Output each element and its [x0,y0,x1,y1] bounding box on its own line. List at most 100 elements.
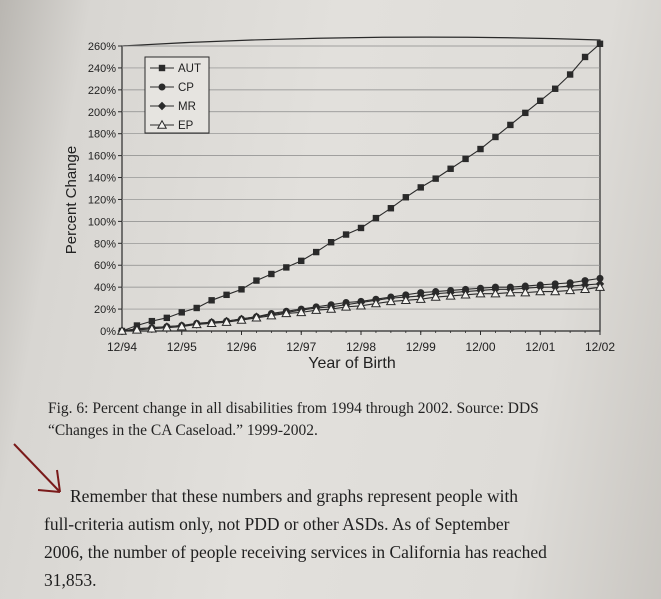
data-point [490,288,501,298]
y-tick-label: 140% [88,173,116,185]
data-point [342,231,350,238]
data-point [193,304,200,312]
data-point [370,298,381,308]
x-axis-label: Year of Birth [308,355,395,372]
body-paragraph: Remember that these numbers and graphs r… [44,482,644,594]
x-axis-ticks: 12/94 12/95 12/96 12/97 12/98 12/99 12/00 12/01… [107,331,615,354]
figure-caption: Fig. 6: Percent change in all disabiliti… [48,398,608,442]
data-point [594,281,606,291]
legend-marker [156,119,168,129]
y-tick-label: 240% [88,63,116,75]
y-tick-label: 200% [88,107,116,119]
y-axis-ticks: 0% 20% 40% 60% 80% 100% 120% 140% 160% 180% 200% 22… [88,41,122,338]
data-point [131,324,142,334]
data-point [163,314,171,322]
data-point [537,97,544,105]
data-point [581,53,589,61]
data-point [178,309,185,316]
data-point [387,205,395,212]
data-point [298,257,305,265]
series-ep [116,281,606,335]
data-point [385,296,396,306]
hand-drawn-arrow [13,443,61,493]
legend-label: MR [178,101,196,113]
data-point [535,286,546,296]
data-point [283,264,290,271]
legend-label: EP [178,120,194,132]
data-point [327,239,335,246]
paragraph-line: full-criteria autism only, not PDD or ot… [44,514,510,534]
data-point [253,277,260,284]
data-point [596,274,604,282]
data-point [191,319,202,329]
data-point [447,165,454,172]
data-point [415,293,426,303]
data-point [146,323,157,333]
data-point [357,224,365,232]
plot-frame [121,36,601,332]
data-point [326,303,337,313]
data-point [475,288,486,298]
data-point [580,284,591,294]
legend-label: AUT [178,63,201,75]
y-tick-label: 80% [94,238,116,250]
data-point [238,286,245,293]
data-point [148,317,156,325]
chart-legend: AUT CP MR EP [144,56,210,134]
x-tick-label: 12/02 [585,340,615,354]
data-point [417,184,424,191]
caption-line: Fig. 6: Percent change in all disabiliti… [48,400,539,417]
data-point [208,297,215,304]
data-point [581,277,589,285]
y-tick-label: 180% [88,129,116,141]
data-point [221,317,232,326]
x-tick-label: 12/94 [107,340,137,354]
data-point [312,248,320,256]
data-point [550,286,561,296]
legend-marker [157,101,167,111]
y-tick-label: 120% [88,194,116,206]
legend-marker [158,64,166,72]
data-point [551,85,559,92]
data-point [355,300,367,310]
data-point [520,287,531,297]
data-point [522,109,529,117]
data-point [223,291,230,299]
data-point [402,194,410,201]
y-tick-label: 100% [88,216,116,228]
data-point [477,145,484,153]
chart-series [116,40,606,336]
y-tick-label: 0% [100,326,116,338]
paragraph-line: 31,853. [44,570,97,590]
caption-line: “Changes in the CA Caseload.” 1999-2002. [48,422,318,439]
data-point [176,321,187,331]
legend-marker [158,83,166,91]
data-point [565,285,576,295]
paragraph-line: Remember that these numbers and graphs r… [70,486,519,506]
data-point [400,295,411,305]
legend-label: CP [178,82,194,94]
data-point [161,322,172,332]
data-point [296,307,307,317]
x-tick-label: 12/96 [226,340,256,354]
data-point [116,325,128,335]
data-point [236,314,247,324]
y-tick-label: 60% [94,260,116,272]
y-tick-label: 40% [94,282,116,294]
x-tick-label: 12/01 [525,340,555,354]
data-point [566,71,574,78]
data-point [281,308,292,318]
data-point [445,290,456,300]
data-point [266,310,277,320]
y-tick-label: 20% [94,304,116,316]
x-tick-label: 12/98 [346,340,376,354]
data-point [505,287,516,297]
data-point [462,155,469,163]
x-tick-label: 12/97 [286,340,316,354]
data-point [372,214,380,222]
data-point [460,289,471,299]
x-tick-label: 12/00 [465,340,495,354]
y-tick-label: 160% [88,151,116,163]
y-axis-label: Percent Change [63,146,80,254]
data-point [507,121,514,129]
